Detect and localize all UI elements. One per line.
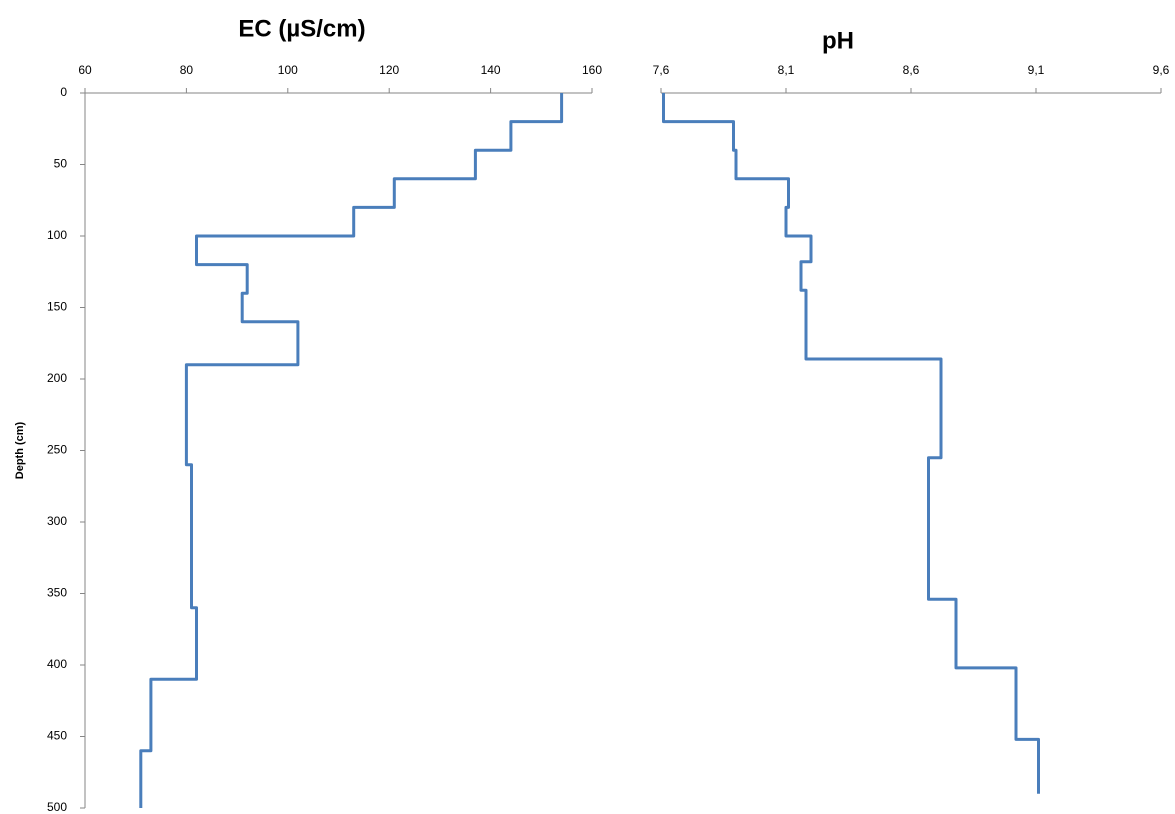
profile-line [662,93,1040,794]
chart-title: pH [822,27,854,54]
profile-line [139,93,564,808]
x-tick-label: 8,6 [903,63,920,77]
x-tick-label: 9,1 [1028,63,1045,77]
x-tick-label: 7,6 [653,63,670,77]
y-tick-label: 50 [54,157,68,171]
y-tick-label: 200 [47,371,67,385]
x-tick-label: 160 [582,63,602,77]
x-tick-label: 8,1 [778,63,795,77]
y-tick-label: 500 [47,800,67,814]
x-tick-label: 140 [481,63,501,77]
chart-title: EC (µS/cm) [238,15,365,42]
y-tick-label: 0 [60,85,67,99]
y-tick-label: 350 [47,586,67,600]
x-tick-label: 60 [78,63,92,77]
y-axis-title: Depth (cm) [14,421,26,479]
y-tick-label: 150 [47,300,67,314]
y-tick-label: 400 [47,657,67,671]
x-tick-label: 100 [278,63,298,77]
x-tick-label: 120 [379,63,399,77]
y-tick-label: 450 [47,729,67,743]
y-tick-label: 250 [47,443,67,457]
y-tick-label: 300 [47,514,67,528]
y-tick-label: 100 [47,228,67,242]
x-tick-label: 9,6 [1153,63,1170,77]
x-tick-label: 80 [180,63,194,77]
